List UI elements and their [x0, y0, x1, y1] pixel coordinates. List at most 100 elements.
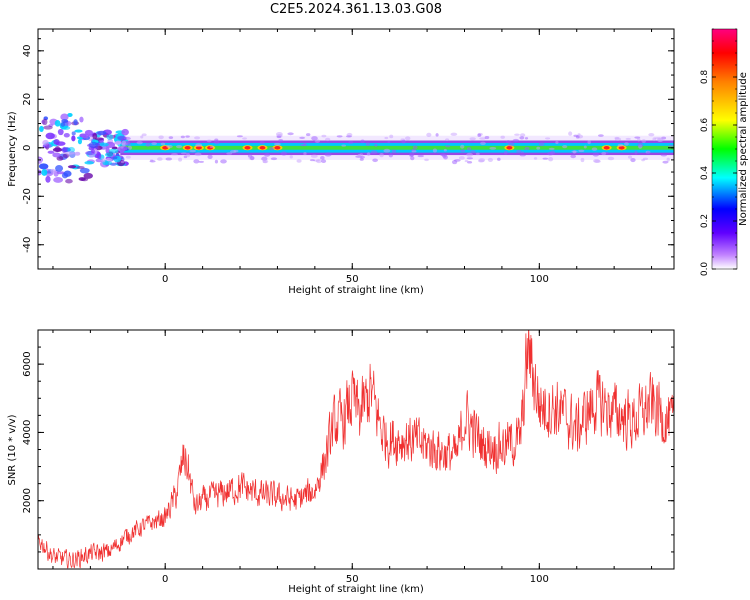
spectrogram-hotspot-core: [195, 145, 202, 150]
colorbar-tick-label: 0.2: [700, 214, 710, 228]
colorbar: 0.0 0.2 0.4 0.6 0.8 Normalized spectral ampl…: [700, 28, 749, 276]
spectrogram-hotspot-core: [184, 145, 191, 150]
spectrogram-noise-blob: [79, 167, 90, 174]
spectrogram-speckle: [548, 156, 554, 162]
spectrogram-speckle: [497, 157, 501, 161]
spectrogram-speckle: [384, 136, 389, 140]
spectrogram-ytick-label: 0: [22, 145, 33, 151]
spectrogram-speckle: [445, 138, 450, 142]
spectrogram-noise-blob: [65, 178, 73, 184]
spectrogram-speckle: [445, 145, 451, 148]
snr-series-line: [38, 330, 674, 569]
spectrogram-noise-blob: [106, 134, 114, 141]
spectrogram-speckle: [519, 133, 526, 137]
snr-ylabel: SNR (10 * v/v): [7, 414, 18, 485]
spectrogram-speckle: [220, 159, 227, 164]
spectrogram-speckle: [194, 136, 201, 140]
snr-xlabel: Height of straight line (km): [288, 584, 424, 595]
spectrogram-ytick-label: -40: [22, 237, 33, 253]
spectrogram-speckle: [365, 142, 370, 146]
spectrogram-speckle: [634, 150, 638, 155]
spectrogram-speckle: [435, 133, 439, 137]
spectrogram-speckle: [516, 150, 522, 153]
spectrogram-speckle: [180, 152, 187, 155]
spectrogram-speckle: [166, 144, 173, 149]
spectrogram-speckle: [524, 146, 530, 150]
spectrogram-speckle: [325, 137, 331, 142]
spectrogram-speckle: [348, 140, 354, 144]
spectrogram-noise-blob: [45, 143, 52, 148]
spectrogram-speckle: [487, 157, 493, 162]
spectrogram-speckle: [189, 149, 196, 153]
spectrogram-noise-blob: [67, 112, 73, 117]
spectrogram-speckle: [505, 140, 511, 144]
spectrogram-xtick-label: 0: [162, 274, 168, 285]
spectrogram-speckle: [625, 137, 631, 140]
spectrogram-speckle: [387, 140, 391, 144]
spectrogram-noise-blob: [77, 138, 83, 145]
spectrogram-speckle: [127, 145, 133, 150]
spectrogram-speckle: [270, 157, 278, 161]
spectrogram-frame: [37, 28, 675, 270]
spectrogram-band-core: [120, 145, 674, 150]
spectrogram-speckle: [183, 155, 188, 159]
spectrogram-noise-blob: [50, 168, 56, 174]
spectrogram-noise-blob: [79, 116, 84, 123]
spectrogram-speckle: [484, 135, 490, 140]
spectrogram-speckle: [233, 149, 239, 153]
spectrogram-noise-blob: [41, 169, 48, 176]
spectrogram-speckle: [587, 140, 591, 145]
spectrogram-speckle: [404, 136, 411, 141]
snr-ytick-label: 2000: [22, 488, 33, 513]
spectrogram-speckle: [165, 157, 173, 161]
spectrogram-noise-blob: [61, 119, 69, 123]
spectrogram-speckle: [412, 145, 418, 149]
spectrogram-speckle: [657, 137, 664, 142]
spectrogram-noise-blob: [52, 152, 61, 158]
spectrogram-noise-blob: [105, 141, 116, 148]
spectrogram-speckle: [469, 137, 476, 141]
spectrogram-speckle: [542, 157, 549, 160]
spectrogram-speckle: [141, 133, 147, 137]
spectrogram-speckle: [648, 133, 655, 137]
spectrogram-speckle: [592, 152, 600, 157]
colorbar-tick-label: 0.8: [700, 70, 710, 85]
spectrogram-speckle: [666, 157, 670, 162]
spectrogram-speckle: [120, 145, 124, 149]
spectrogram-speckle: [175, 145, 183, 149]
spectrogram-speckle: [458, 156, 465, 160]
spectrogram-speckle: [507, 142, 515, 147]
spectrogram-noise-blob: [43, 125, 53, 130]
spectrogram-speckle: [320, 155, 325, 160]
spectrogram-speckle: [388, 153, 394, 158]
spectrogram-speckle: [607, 156, 615, 161]
spectrogram-speckle: [357, 153, 362, 157]
spectrogram-speckle: [538, 142, 545, 147]
spectrogram-speckle: [359, 157, 364, 161]
spectrogram-speckle: [593, 159, 600, 163]
spectrogram-speckle: [336, 135, 343, 138]
spectrogram-speckle: [410, 156, 415, 161]
spectrogram-speckle: [591, 147, 598, 151]
spectrogram-speckle: [536, 146, 541, 150]
spectrogram-noise-blob: [42, 118, 48, 126]
spectrogram-speckle: [186, 153, 191, 158]
spectrogram-xlabel: Height of straight line (km): [288, 285, 424, 296]
spectrogram-noise-blob: [57, 128, 64, 136]
spectrogram-speckle: [269, 147, 275, 151]
spectrogram-noise-blob: [96, 153, 102, 160]
spectrogram-speckle: [637, 137, 641, 142]
spectrogram-speckle: [512, 138, 520, 143]
spectrogram-speckle: [379, 152, 384, 158]
spectrogram-noise-blob: [71, 135, 76, 142]
spectrogram-speckle: [289, 155, 293, 159]
spectrogram-noise-blob: [63, 170, 72, 177]
spectrogram-noise-blob: [81, 133, 89, 139]
spectrogram-ylabel: Frequency (Hz): [7, 111, 18, 187]
snr-axes: 0 50 100 2000 4000 6000: [22, 329, 674, 585]
spectrogram-hotspot-core: [603, 145, 610, 150]
spectrogram-noise-blob: [88, 154, 96, 158]
spectrogram-speckle: [660, 153, 667, 157]
spectrogram-panel: 0 50 100 -40 -20 0 20 40 Height of straight lin…: [7, 28, 675, 296]
spectrogram-speckle: [391, 149, 397, 153]
